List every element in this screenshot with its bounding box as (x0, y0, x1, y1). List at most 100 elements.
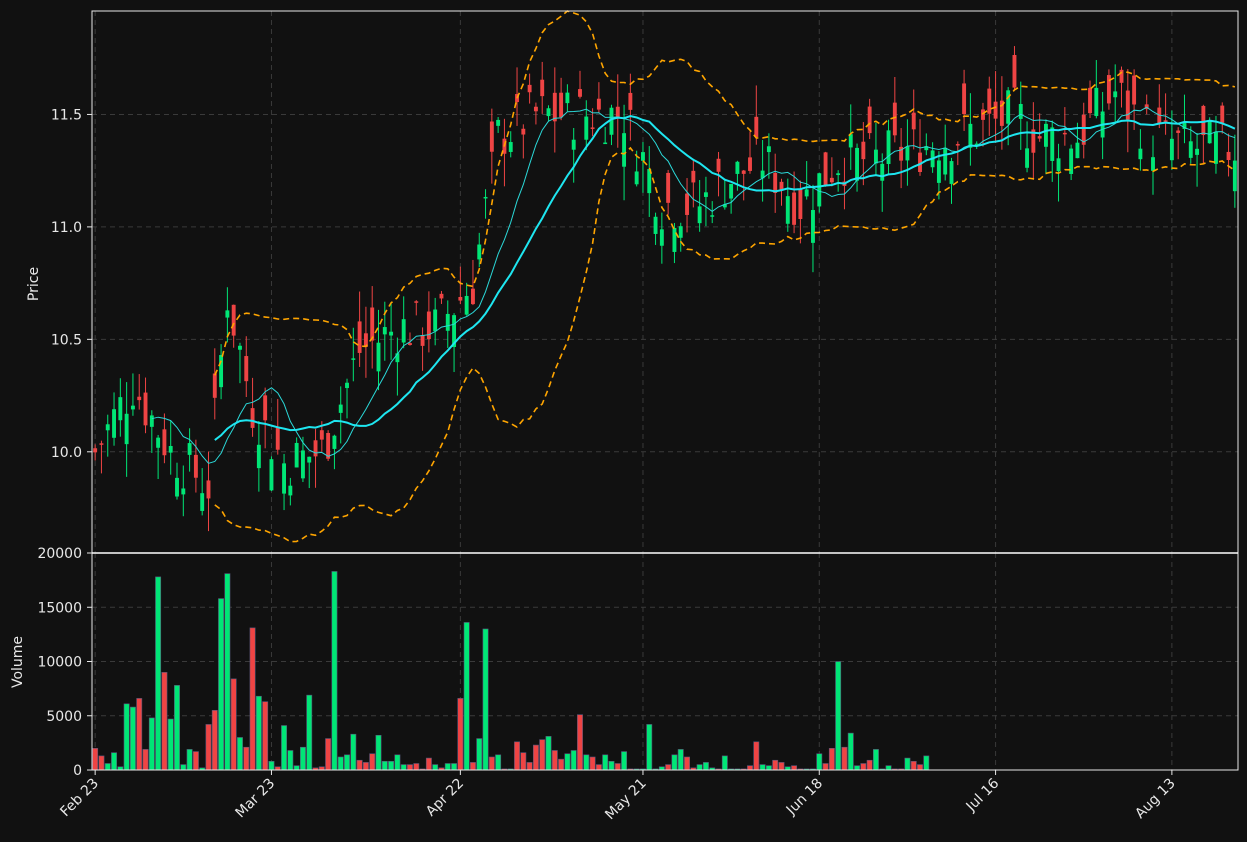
candle-body (1176, 131, 1180, 133)
volume-bar (823, 763, 828, 770)
candle-body (1113, 91, 1117, 97)
volume-bar (294, 766, 299, 770)
candle-body (1075, 143, 1079, 158)
candle-body (994, 102, 998, 119)
candle-body (981, 109, 985, 119)
candle-body (1164, 120, 1168, 122)
volume-bar (244, 747, 249, 770)
volume-bar (263, 702, 268, 770)
volume-bar (325, 739, 330, 770)
candle-body (1195, 149, 1199, 155)
candle-body (377, 343, 381, 372)
volume-bar (848, 733, 853, 770)
volume-bar (470, 762, 475, 770)
candle-body (824, 152, 828, 186)
candle-body (263, 395, 267, 420)
candle-body (1132, 76, 1136, 105)
candle-body (698, 206, 702, 223)
candle-body (144, 393, 148, 426)
candle-body (679, 226, 683, 238)
price-tick-label: 11.5 (51, 107, 82, 123)
volume-bar (269, 761, 274, 770)
candle-body (358, 321, 362, 353)
volume-bar (407, 765, 412, 770)
candle-body (666, 173, 670, 203)
volume-bar (754, 742, 759, 770)
candle-body (181, 488, 185, 494)
volume-bar (905, 758, 910, 770)
candle-body (200, 493, 204, 511)
volume-bar (779, 762, 784, 770)
volume-bar (105, 763, 110, 770)
volume-bar (861, 763, 866, 770)
candle-body (213, 373, 217, 397)
price-tick-label: 11.0 (51, 220, 82, 236)
volume-bar (747, 766, 752, 770)
candle-body (893, 103, 897, 136)
candle-body (207, 480, 211, 498)
candle-body (244, 356, 248, 381)
volume-bar (527, 762, 532, 770)
candle-body (131, 406, 135, 410)
candle-body (572, 140, 576, 150)
volume-bar (225, 574, 230, 770)
volume-bar (281, 726, 286, 770)
volume-bar (615, 763, 620, 770)
candle-body (257, 445, 261, 468)
price-plot-area (92, 11, 1238, 553)
candle-body (1138, 149, 1142, 160)
candle-body (597, 99, 601, 110)
volume-bar (370, 754, 375, 770)
candle-body (1170, 139, 1174, 160)
candle-body (1227, 152, 1231, 160)
volume-bar (546, 736, 551, 770)
volume-bar (609, 761, 614, 770)
candle-body (301, 450, 305, 478)
volume-bar (401, 765, 406, 770)
volume-bar (817, 754, 822, 770)
volume-bar (621, 752, 626, 770)
candle-body (565, 93, 569, 103)
candle-body (137, 397, 141, 400)
candle-body (282, 463, 286, 493)
candle-body (811, 210, 815, 243)
candle-body (370, 308, 374, 341)
price-panel: 10.010.511.011.5 Price (26, 11, 1238, 553)
candle-body (1025, 148, 1029, 167)
candle-body (1013, 55, 1017, 88)
candle-body (660, 229, 664, 245)
volume-bar (489, 757, 494, 770)
candle-body (792, 193, 796, 225)
candle-body (238, 346, 242, 350)
volume-bar (338, 757, 343, 770)
candle-body (389, 332, 393, 336)
candle-body (351, 358, 355, 360)
candle-body (956, 144, 960, 146)
candle-body (691, 171, 695, 183)
volume-bar (464, 622, 469, 770)
candle-body (1082, 115, 1086, 145)
volume-bar (666, 765, 671, 770)
candle-body (112, 409, 116, 438)
candle-body (773, 173, 777, 193)
volume-bar (288, 750, 293, 770)
volume-bar (558, 759, 563, 770)
candle-body (1044, 124, 1048, 147)
candle-body (99, 443, 103, 445)
candle-body (628, 93, 632, 110)
candle-body (553, 93, 557, 122)
candle-body (830, 178, 834, 182)
candle-body (861, 142, 865, 159)
volume-bar (458, 698, 463, 770)
volume-bar (917, 765, 922, 770)
volume-bar (873, 749, 878, 770)
volume-bar (647, 724, 652, 770)
volume-bar (672, 755, 677, 770)
candle-body (225, 310, 229, 317)
candle-body (383, 327, 387, 334)
candle-body (162, 429, 166, 455)
candle-body (440, 294, 444, 299)
volume-bar (911, 761, 916, 770)
volume-bar (451, 763, 456, 770)
